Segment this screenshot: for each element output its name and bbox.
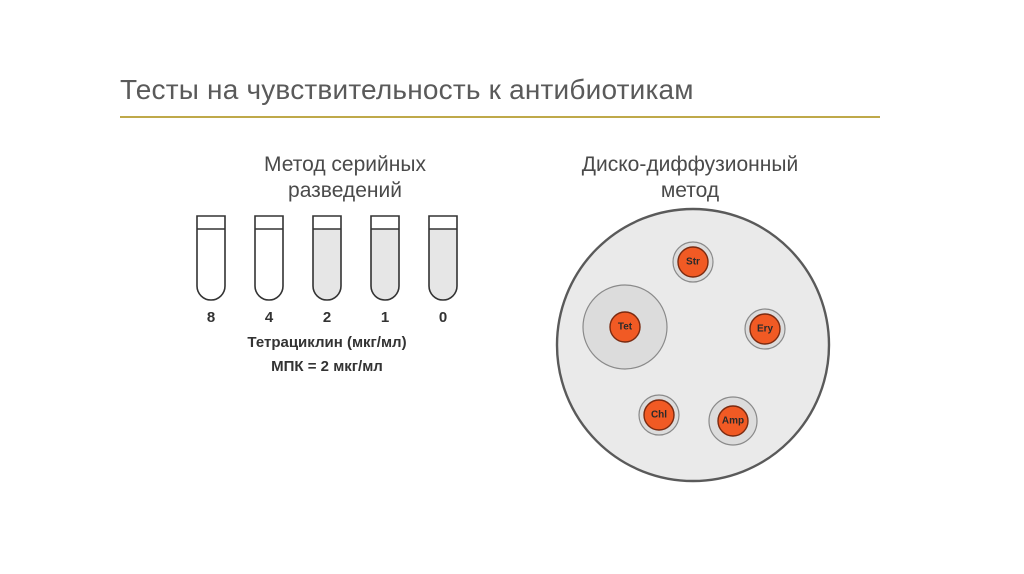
mic-caption: МПК = 2 мкг/мл — [196, 358, 458, 375]
page-title: Тесты на чувствительность к антибиотикам — [120, 74, 880, 106]
disc-label-amp: Amp — [722, 416, 744, 427]
tube-2: 2 — [312, 215, 342, 301]
tube-4: 4 — [254, 215, 284, 301]
tube-label: 2 — [312, 309, 342, 326]
tube-label: 0 — [428, 309, 458, 326]
title-rule — [120, 116, 880, 118]
disc-label-tet: Tet — [618, 322, 633, 333]
tube-0: 0 — [428, 215, 458, 301]
disc-label-ery: Ery — [757, 324, 774, 335]
right-heading: Диско-диффузионный метод — [540, 152, 840, 205]
tube-1: 1 — [370, 215, 400, 301]
slide: Тесты на чувствительность к антибиотикам… — [0, 0, 1024, 574]
tube-label: 1 — [370, 309, 400, 326]
disc-label-chl: Chl — [651, 410, 667, 421]
tube-label: 4 — [254, 309, 284, 326]
left-heading: Метод серийных разведений — [215, 152, 475, 205]
disc-label-str: Str — [686, 257, 700, 268]
tetracycline-caption: Тетрациклин (мкг/мл) — [196, 334, 458, 351]
title-block: Тесты на чувствительность к антибиотикам — [120, 74, 880, 118]
petri-dish: Str Tet Ery Chl Amp — [555, 207, 831, 483]
tube-8: 8 — [196, 215, 226, 301]
tube-label: 8 — [196, 309, 226, 326]
